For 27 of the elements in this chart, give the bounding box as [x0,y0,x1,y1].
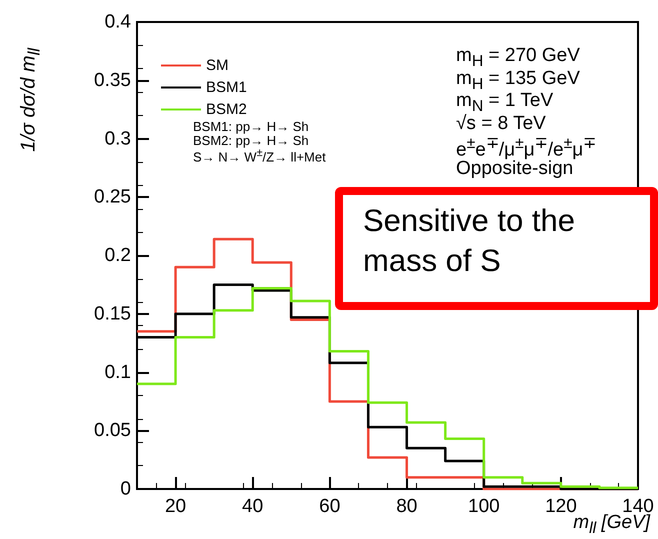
text: e$^{±}$e$^{∓}$/μ$^{±}$μ$^{∓}$/e$^{±}$μ$^{∓}$ [456,135,596,160]
legend-label: BSM1 [206,79,247,96]
annotation: S→ N→ W$^{±}$/Z→ ll+Met [193,147,326,165]
x-tick-label: 80 [396,496,418,517]
x-tick-label: 120 [545,496,577,517]
callout-frame: Sensitive to the mass of S [335,187,658,310]
annotation: m$_{N}$ = 1 TeV [456,90,554,115]
annotation: BSM2: pp→ H→ Sh [193,133,309,148]
annotation: m$_{H}$ = 270 GeV [456,45,580,70]
y-tick-label: 0 [120,478,131,500]
legend-label: BSM2 [206,101,247,118]
annotation: √s = 8 TeV [456,112,546,134]
x-tick-label: 60 [319,496,340,517]
y-tick-label: 0.4 [104,12,132,32]
y-tick-label: 0.3 [104,128,131,150]
y-tick-label: 0.15 [94,303,131,324]
x-tick-label: 20 [164,496,186,517]
legend-label: SM [206,57,228,74]
y-tick-label: 0.2 [104,245,131,266]
y-tick-label: 0.25 [94,186,131,208]
annotation: m$_{H}$ = 135 GeV [456,68,580,92]
y-tick-label: 0.05 [94,420,131,442]
y-tick-label: 0.35 [94,70,131,91]
x-tick-label: 100 [468,496,500,517]
y-tick-label: 0.1 [104,362,131,383]
annotation: BSM1: pp→ H→ Sh [193,119,309,134]
x-tick-label: 40 [242,496,264,517]
